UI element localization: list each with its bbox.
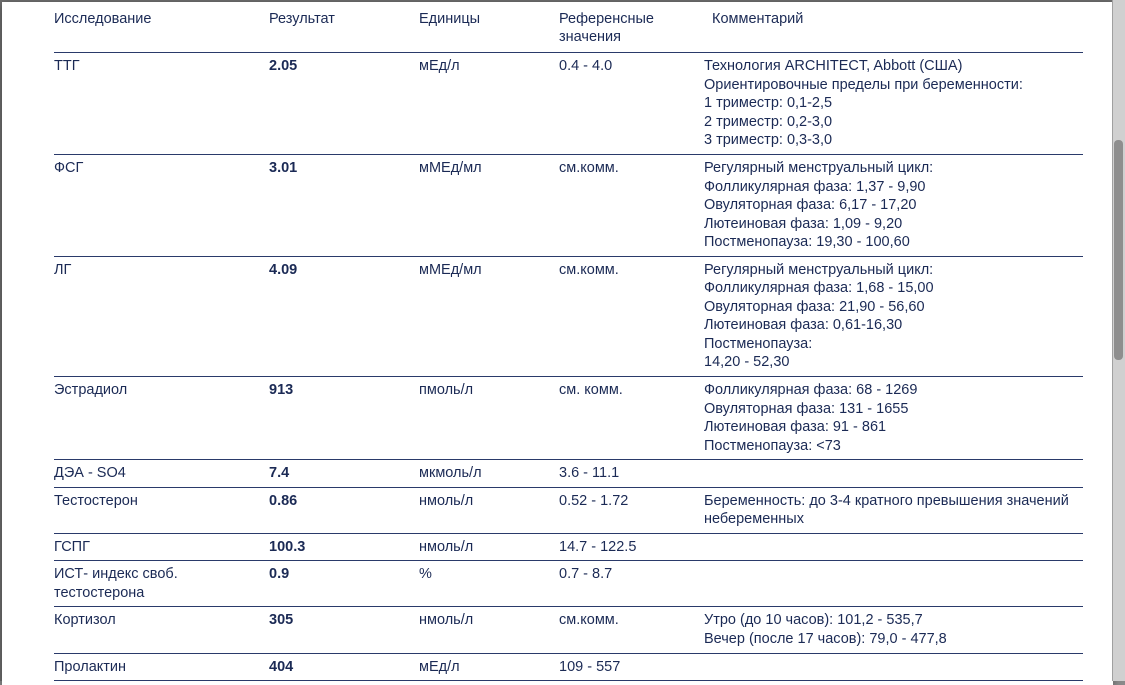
comment-line: 2 триместр: 0,2-3,0 — [704, 113, 1077, 132]
cell-reference: см.комм. — [559, 256, 704, 376]
cell-reference: 0.52 - 1.72 — [559, 487, 704, 533]
comment-line: Вечер (после 17 часов): 79,0 - 477,8 — [704, 630, 1077, 649]
lab-results-table: Исследование Результат Единицы Референсн… — [54, 6, 1083, 681]
cell-result: 913 — [269, 377, 419, 460]
comment-line: Овуляторная фаза: 6,17 - 17,20 — [704, 196, 1077, 215]
table-row: Тестостерон0.86нмоль/л0.52 - 1.72Беремен… — [54, 487, 1083, 533]
pdf-viewer-frame: Исследование Результат Единицы Референсн… — [0, 0, 1125, 681]
comment-line: Утро (до 10 часов): 101,2 - 535,7 — [704, 611, 1077, 630]
col-header-test: Исследование — [54, 6, 269, 53]
cell-units: мЕд/л — [419, 653, 559, 681]
col-header-ref: Референсные значения — [559, 6, 704, 53]
cell-test: ДЭА - SO4 — [54, 460, 269, 488]
table-header-row: Исследование Результат Единицы Референсн… — [54, 6, 1083, 53]
cell-result: 4.09 — [269, 256, 419, 376]
cell-units: нмоль/л — [419, 533, 559, 561]
comment-line: Фолликулярная фаза: 68 - 1269 — [704, 381, 1077, 400]
comment-line: 14,20 - 52,30 — [704, 353, 1077, 372]
comment-line: Регулярный менструальный цикл: — [704, 261, 1077, 280]
comment-line: Ориентировочные пределы при беременности… — [704, 76, 1077, 95]
table-row: Пролактин404мЕд/л109 - 557 — [54, 653, 1083, 681]
cell-units: мМЕд/мл — [419, 256, 559, 376]
comment-line: Постменопауза: <73 — [704, 437, 1077, 456]
cell-reference: 3.6 - 11.1 — [559, 460, 704, 488]
cell-comment — [704, 460, 1083, 488]
comment-line: Постменопауза: — [704, 335, 1077, 354]
comment-line: Регулярный менструальный цикл: — [704, 159, 1077, 178]
cell-units: % — [419, 561, 559, 607]
cell-result: 404 — [269, 653, 419, 681]
cell-units: мМЕд/мл — [419, 154, 559, 256]
cell-units: пмоль/л — [419, 377, 559, 460]
cell-test: ГСПГ — [54, 533, 269, 561]
cell-result: 305 — [269, 607, 419, 653]
cell-test: ТТГ — [54, 53, 269, 155]
cell-units: нмоль/л — [419, 487, 559, 533]
cell-result: 2.05 — [269, 53, 419, 155]
cell-reference: 109 - 557 — [559, 653, 704, 681]
cell-comment: Беременность: до 3-4 кратного превышения… — [704, 487, 1083, 533]
cell-reference: 14.7 - 122.5 — [559, 533, 704, 561]
cell-test: Кортизол — [54, 607, 269, 653]
table-row: Кортизол305нмоль/лсм.комм.Утро (до 10 ча… — [54, 607, 1083, 653]
cell-units: нмоль/л — [419, 607, 559, 653]
document-page: Исследование Результат Единицы Референсн… — [2, 2, 1113, 685]
cell-result: 100.3 — [269, 533, 419, 561]
cell-result: 3.01 — [269, 154, 419, 256]
cell-comment: Технология ARCHITECT, Abbott (США)Ориент… — [704, 53, 1083, 155]
table-row: ДЭА - SO47.4мкмоль/л3.6 - 11.1 — [54, 460, 1083, 488]
cell-comment — [704, 653, 1083, 681]
cell-comment: Регулярный менструальный цикл:Фолликуляр… — [704, 154, 1083, 256]
scrollbar-thumb[interactable] — [1114, 140, 1123, 360]
comment-line: Беременность: до 3-4 кратного превышения… — [704, 492, 1077, 529]
col-header-units: Единицы — [419, 6, 559, 53]
comment-line: Фолликулярная фаза: 1,37 - 9,90 — [704, 178, 1077, 197]
cell-units: мЕд/л — [419, 53, 559, 155]
table-row: ЛГ4.09мМЕд/млсм.комм.Регулярный менструа… — [54, 256, 1083, 376]
cell-test: ФСГ — [54, 154, 269, 256]
cell-reference: 0.7 - 8.7 — [559, 561, 704, 607]
cell-result: 7.4 — [269, 460, 419, 488]
cell-comment: Утро (до 10 часов): 101,2 - 535,7Вечер (… — [704, 607, 1083, 653]
cell-reference: см. комм. — [559, 377, 704, 460]
scrollbar-track[interactable] — [1112, 0, 1125, 681]
cell-comment — [704, 561, 1083, 607]
cell-reference: 0.4 - 4.0 — [559, 53, 704, 155]
cell-units: мкмоль/л — [419, 460, 559, 488]
comment-line: Лютеиновая фаза: 1,09 - 9,20 — [704, 215, 1077, 234]
table-row: ФСГ3.01мМЕд/млсм.комм.Регулярный менстру… — [54, 154, 1083, 256]
comment-line: Постменопауза: 19,30 - 100,60 — [704, 233, 1077, 252]
cell-reference: см.комм. — [559, 154, 704, 256]
cell-test: Пролактин — [54, 653, 269, 681]
comment-line: Лютеиновая фаза: 0,61-16,30 — [704, 316, 1077, 335]
cell-comment: Регулярный менструальный цикл:Фолликуляр… — [704, 256, 1083, 376]
table-row: ИСТ- индекс своб. тестостерона0.9%0.7 - … — [54, 561, 1083, 607]
comment-line: Овуляторная фаза: 131 - 1655 — [704, 400, 1077, 419]
cell-test: Тестостерон — [54, 487, 269, 533]
table-row: ТТГ2.05мЕд/л0.4 - 4.0Технология ARCHITEC… — [54, 53, 1083, 155]
cell-test: ЛГ — [54, 256, 269, 376]
cell-comment — [704, 533, 1083, 561]
cell-result: 0.86 — [269, 487, 419, 533]
table-row: ГСПГ100.3нмоль/л14.7 - 122.5 — [54, 533, 1083, 561]
comment-line: Лютеиновая фаза: 91 - 861 — [704, 418, 1077, 437]
table-row: Эстрадиол913пмоль/лсм. комм.Фолликулярна… — [54, 377, 1083, 460]
cell-result: 0.9 — [269, 561, 419, 607]
cell-reference: см.комм. — [559, 607, 704, 653]
comment-line: 1 триместр: 0,1-2,5 — [704, 94, 1077, 113]
cell-test: Эстрадиол — [54, 377, 269, 460]
comment-line: 3 триместр: 0,3-3,0 — [704, 131, 1077, 150]
comment-line: Фолликулярная фаза: 1,68 - 15,00 — [704, 279, 1077, 298]
comment-line: Технология ARCHITECT, Abbott (США) — [704, 57, 1077, 76]
col-header-result: Результат — [269, 6, 419, 53]
comment-line: Овуляторная фаза: 21,90 - 56,60 — [704, 298, 1077, 317]
col-header-comment: Комментарий — [704, 6, 1083, 53]
cell-test: ИСТ- индекс своб. тестостерона — [54, 561, 269, 607]
cell-comment: Фолликулярная фаза: 68 - 1269Овуляторная… — [704, 377, 1083, 460]
